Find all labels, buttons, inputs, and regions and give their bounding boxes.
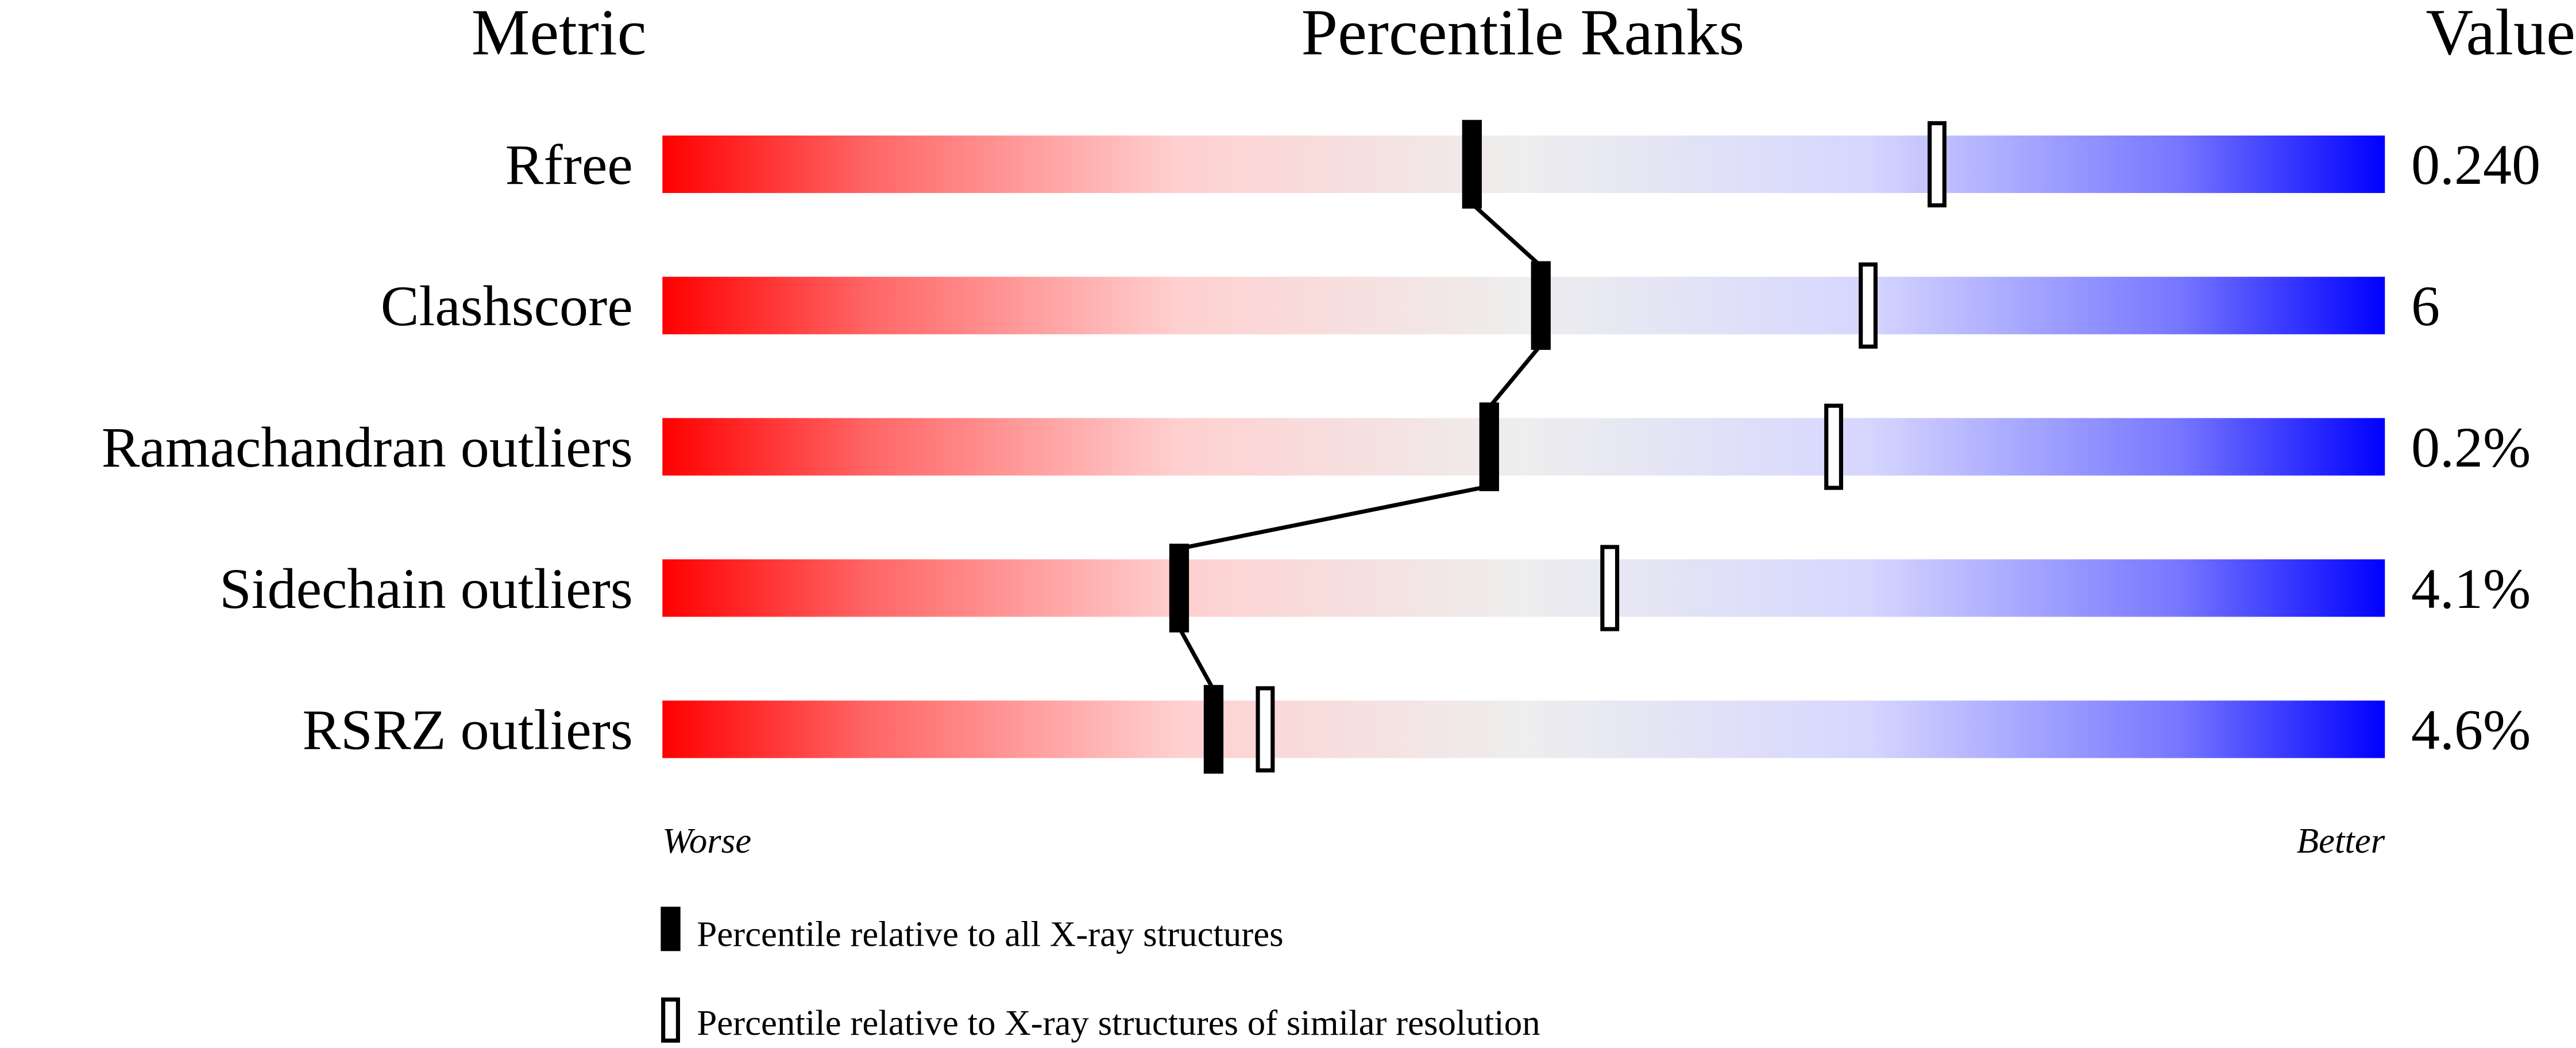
percentile-bar: [662, 700, 2385, 758]
metric-value: 0.240: [2411, 133, 2540, 196]
metric-label: RSRZ outliers: [302, 698, 632, 762]
axis-label-worse: Worse: [662, 820, 751, 861]
all-structures-marker: [1531, 261, 1551, 350]
metric-label: Ramachandran outliers: [102, 415, 633, 479]
similar-resolution-marker: [1824, 403, 1844, 490]
all-structures-marker: [1203, 685, 1224, 774]
similar-resolution-marker: [1256, 686, 1275, 773]
connector-line: [1488, 344, 1543, 409]
metric-value: 6: [2411, 274, 2440, 338]
metric-label: Rfree: [505, 133, 633, 196]
metric-value: 4.1%: [2411, 557, 2531, 621]
similar-resolution-marker: [1928, 121, 1947, 207]
connector-line: [1179, 484, 1490, 551]
header-value: Value: [2426, 0, 2575, 68]
percentile-bar: [662, 559, 2385, 617]
legend-filled-marker: [661, 907, 681, 951]
all-structures-marker: [1462, 120, 1482, 209]
header-percentile-ranks: Percentile Ranks: [1301, 0, 1745, 68]
metric-label: Clashscore: [381, 274, 633, 338]
metric-value: 4.6%: [2411, 698, 2531, 762]
all-structures-marker: [1169, 544, 1189, 633]
percentile-bar: [662, 135, 2385, 193]
connector-line: [1470, 202, 1543, 268]
legend-label-similar: Percentile relative to X-ray structures …: [697, 1003, 1540, 1043]
metric-value: 0.2%: [2411, 415, 2531, 479]
all-structures-marker: [1479, 402, 1499, 491]
similar-resolution-marker: [1600, 545, 1620, 631]
legend-open-marker: [661, 997, 680, 1043]
metric-label: Sidechain outliers: [219, 557, 633, 621]
percentile-bar: [662, 276, 2385, 334]
similar-resolution-marker: [1859, 262, 1878, 349]
percentile-bar: [662, 418, 2385, 476]
axis-label-better: Better: [2297, 820, 2385, 861]
connector-line: [1177, 626, 1216, 691]
header-metric: Metric: [472, 0, 647, 68]
legend-label-all: Percentile relative to all X-ray structu…: [697, 914, 1283, 954]
